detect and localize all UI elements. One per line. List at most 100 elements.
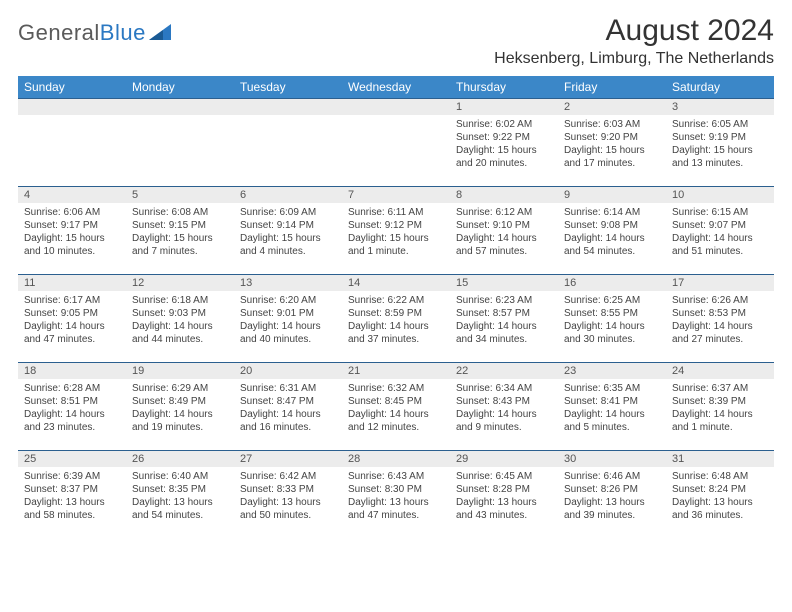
day-number: 16 xyxy=(558,275,666,291)
day-number: 23 xyxy=(558,363,666,379)
day-details: Sunrise: 6:22 AMSunset: 8:59 PMDaylight:… xyxy=(342,291,450,350)
calendar-cell: 14Sunrise: 6:22 AMSunset: 8:59 PMDayligh… xyxy=(342,275,450,363)
calendar-week-row: 4Sunrise: 6:06 AMSunset: 9:17 PMDaylight… xyxy=(18,187,774,275)
day-number: 30 xyxy=(558,451,666,467)
weekday-header: Friday xyxy=(558,76,666,99)
calendar-cell xyxy=(342,99,450,187)
location: Heksenberg, Limburg, The Netherlands xyxy=(494,50,774,68)
weekday-header: Tuesday xyxy=(234,76,342,99)
calendar-week-row: 11Sunrise: 6:17 AMSunset: 9:05 PMDayligh… xyxy=(18,275,774,363)
day-details: Sunrise: 6:15 AMSunset: 9:07 PMDaylight:… xyxy=(666,203,774,262)
day-details: Sunrise: 6:08 AMSunset: 9:15 PMDaylight:… xyxy=(126,203,234,262)
day-number: 2 xyxy=(558,99,666,115)
day-number: 8 xyxy=(450,187,558,203)
calendar-cell: 7Sunrise: 6:11 AMSunset: 9:12 PMDaylight… xyxy=(342,187,450,275)
day-number: 10 xyxy=(666,187,774,203)
logo: GeneralBlue xyxy=(18,20,171,46)
weekday-header: Sunday xyxy=(18,76,126,99)
day-details: Sunrise: 6:09 AMSunset: 9:14 PMDaylight:… xyxy=(234,203,342,262)
day-number: 26 xyxy=(126,451,234,467)
calendar-cell: 23Sunrise: 6:35 AMSunset: 8:41 PMDayligh… xyxy=(558,363,666,451)
weekday-row: SundayMondayTuesdayWednesdayThursdayFrid… xyxy=(18,76,774,99)
day-details: Sunrise: 6:39 AMSunset: 8:37 PMDaylight:… xyxy=(18,467,126,526)
calendar-cell: 9Sunrise: 6:14 AMSunset: 9:08 PMDaylight… xyxy=(558,187,666,275)
calendar-cell: 1Sunrise: 6:02 AMSunset: 9:22 PMDaylight… xyxy=(450,99,558,187)
calendar-cell: 31Sunrise: 6:48 AMSunset: 8:24 PMDayligh… xyxy=(666,451,774,539)
calendar-cell: 18Sunrise: 6:28 AMSunset: 8:51 PMDayligh… xyxy=(18,363,126,451)
empty-day-number xyxy=(342,99,450,115)
day-details: Sunrise: 6:23 AMSunset: 8:57 PMDaylight:… xyxy=(450,291,558,350)
logo-text-left: General xyxy=(18,20,100,45)
calendar-cell: 6Sunrise: 6:09 AMSunset: 9:14 PMDaylight… xyxy=(234,187,342,275)
day-number: 22 xyxy=(450,363,558,379)
day-details: Sunrise: 6:46 AMSunset: 8:26 PMDaylight:… xyxy=(558,467,666,526)
calendar-cell: 20Sunrise: 6:31 AMSunset: 8:47 PMDayligh… xyxy=(234,363,342,451)
day-number: 7 xyxy=(342,187,450,203)
day-details: Sunrise: 6:26 AMSunset: 8:53 PMDaylight:… xyxy=(666,291,774,350)
day-number: 3 xyxy=(666,99,774,115)
calendar-cell: 4Sunrise: 6:06 AMSunset: 9:17 PMDaylight… xyxy=(18,187,126,275)
calendar-cell: 11Sunrise: 6:17 AMSunset: 9:05 PMDayligh… xyxy=(18,275,126,363)
day-details: Sunrise: 6:29 AMSunset: 8:49 PMDaylight:… xyxy=(126,379,234,438)
day-number: 21 xyxy=(342,363,450,379)
day-number: 24 xyxy=(666,363,774,379)
calendar-cell xyxy=(234,99,342,187)
empty-day-number xyxy=(18,99,126,115)
day-details: Sunrise: 6:20 AMSunset: 9:01 PMDaylight:… xyxy=(234,291,342,350)
weekday-header: Thursday xyxy=(450,76,558,99)
day-details: Sunrise: 6:48 AMSunset: 8:24 PMDaylight:… xyxy=(666,467,774,526)
title-block: August 2024 Heksenberg, Limburg, The Net… xyxy=(494,14,774,68)
calendar-cell: 16Sunrise: 6:25 AMSunset: 8:55 PMDayligh… xyxy=(558,275,666,363)
day-details: Sunrise: 6:12 AMSunset: 9:10 PMDaylight:… xyxy=(450,203,558,262)
day-details: Sunrise: 6:40 AMSunset: 8:35 PMDaylight:… xyxy=(126,467,234,526)
calendar-cell: 25Sunrise: 6:39 AMSunset: 8:37 PMDayligh… xyxy=(18,451,126,539)
day-number: 25 xyxy=(18,451,126,467)
day-number: 31 xyxy=(666,451,774,467)
calendar-head: SundayMondayTuesdayWednesdayThursdayFrid… xyxy=(18,76,774,99)
day-number: 20 xyxy=(234,363,342,379)
calendar-cell xyxy=(126,99,234,187)
day-number: 17 xyxy=(666,275,774,291)
day-details: Sunrise: 6:06 AMSunset: 9:17 PMDaylight:… xyxy=(18,203,126,262)
calendar-cell: 21Sunrise: 6:32 AMSunset: 8:45 PMDayligh… xyxy=(342,363,450,451)
day-details: Sunrise: 6:37 AMSunset: 8:39 PMDaylight:… xyxy=(666,379,774,438)
day-number: 5 xyxy=(126,187,234,203)
day-details: Sunrise: 6:05 AMSunset: 9:19 PMDaylight:… xyxy=(666,115,774,174)
calendar-cell: 5Sunrise: 6:08 AMSunset: 9:15 PMDaylight… xyxy=(126,187,234,275)
day-details: Sunrise: 6:43 AMSunset: 8:30 PMDaylight:… xyxy=(342,467,450,526)
calendar-table: SundayMondayTuesdayWednesdayThursdayFrid… xyxy=(18,76,774,539)
day-details: Sunrise: 6:31 AMSunset: 8:47 PMDaylight:… xyxy=(234,379,342,438)
day-number: 29 xyxy=(450,451,558,467)
day-details: Sunrise: 6:35 AMSunset: 8:41 PMDaylight:… xyxy=(558,379,666,438)
calendar-cell: 30Sunrise: 6:46 AMSunset: 8:26 PMDayligh… xyxy=(558,451,666,539)
calendar-cell: 26Sunrise: 6:40 AMSunset: 8:35 PMDayligh… xyxy=(126,451,234,539)
day-number: 15 xyxy=(450,275,558,291)
logo-triangle-icon xyxy=(149,24,171,42)
day-number: 19 xyxy=(126,363,234,379)
day-number: 1 xyxy=(450,99,558,115)
day-details: Sunrise: 6:32 AMSunset: 8:45 PMDaylight:… xyxy=(342,379,450,438)
day-number: 27 xyxy=(234,451,342,467)
day-number: 11 xyxy=(18,275,126,291)
month-title: August 2024 xyxy=(494,14,774,48)
day-number: 18 xyxy=(18,363,126,379)
calendar-cell: 22Sunrise: 6:34 AMSunset: 8:43 PMDayligh… xyxy=(450,363,558,451)
calendar-cell: 19Sunrise: 6:29 AMSunset: 8:49 PMDayligh… xyxy=(126,363,234,451)
day-details: Sunrise: 6:18 AMSunset: 9:03 PMDaylight:… xyxy=(126,291,234,350)
weekday-header: Monday xyxy=(126,76,234,99)
day-details: Sunrise: 6:17 AMSunset: 9:05 PMDaylight:… xyxy=(18,291,126,350)
empty-day-number xyxy=(126,99,234,115)
day-details: Sunrise: 6:25 AMSunset: 8:55 PMDaylight:… xyxy=(558,291,666,350)
day-details: Sunrise: 6:45 AMSunset: 8:28 PMDaylight:… xyxy=(450,467,558,526)
day-details: Sunrise: 6:34 AMSunset: 8:43 PMDaylight:… xyxy=(450,379,558,438)
calendar-cell: 27Sunrise: 6:42 AMSunset: 8:33 PMDayligh… xyxy=(234,451,342,539)
day-number: 9 xyxy=(558,187,666,203)
logo-text-right: Blue xyxy=(100,20,146,45)
calendar-cell: 12Sunrise: 6:18 AMSunset: 9:03 PMDayligh… xyxy=(126,275,234,363)
header-row: GeneralBlue August 2024 Heksenberg, Limb… xyxy=(18,14,774,68)
weekday-header: Wednesday xyxy=(342,76,450,99)
calendar-cell: 24Sunrise: 6:37 AMSunset: 8:39 PMDayligh… xyxy=(666,363,774,451)
calendar-week-row: 18Sunrise: 6:28 AMSunset: 8:51 PMDayligh… xyxy=(18,363,774,451)
day-number: 4 xyxy=(18,187,126,203)
calendar-cell: 3Sunrise: 6:05 AMSunset: 9:19 PMDaylight… xyxy=(666,99,774,187)
